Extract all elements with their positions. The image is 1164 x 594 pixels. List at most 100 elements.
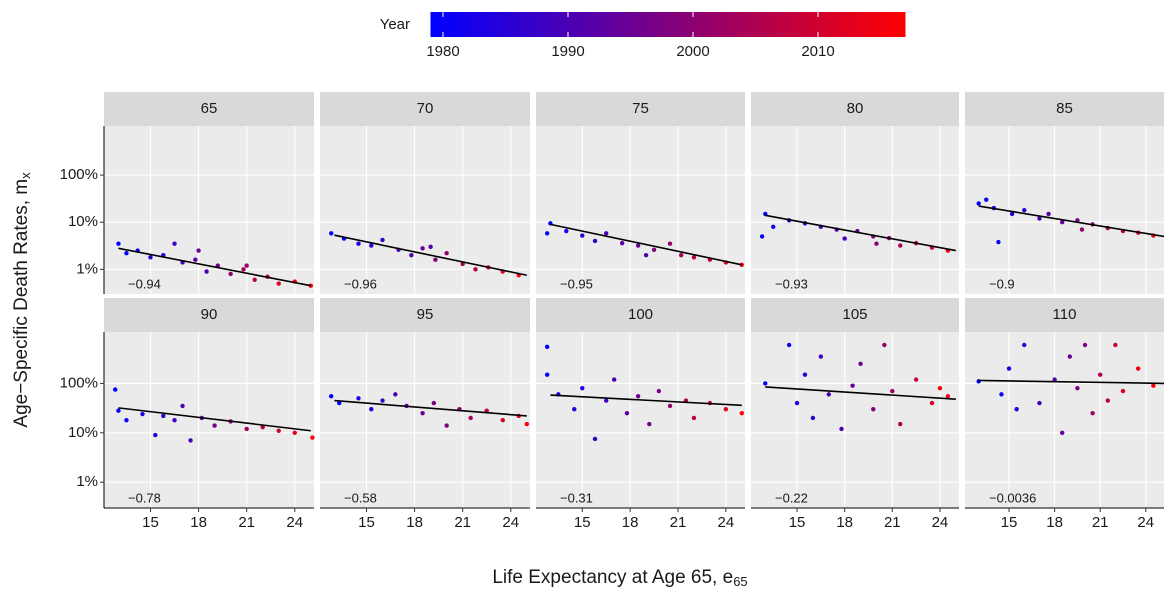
correlation-label: −0.0036 — [989, 490, 1036, 505]
data-point — [580, 233, 585, 238]
data-point — [204, 269, 209, 274]
facet: −0.96 — [320, 126, 530, 294]
x-tick-label: 24 — [1137, 514, 1154, 531]
fit-line — [978, 205, 1164, 238]
x-tick-label: 18 — [836, 514, 853, 531]
data-point — [647, 421, 652, 427]
data-point — [826, 392, 832, 397]
x-tick-label: 24 — [932, 514, 949, 531]
data-point — [802, 372, 808, 377]
data-point — [380, 237, 385, 243]
data-point — [433, 257, 438, 262]
data-point — [260, 424, 265, 430]
data-point — [148, 255, 153, 260]
data-point — [1090, 410, 1095, 416]
data-point — [1037, 216, 1042, 221]
data-point — [1151, 383, 1156, 388]
data-point — [635, 243, 641, 248]
data-point — [172, 241, 177, 246]
data-point — [691, 255, 697, 260]
data-point — [276, 281, 281, 286]
data-point — [329, 394, 334, 399]
data-point — [763, 381, 768, 386]
data-point — [619, 240, 625, 246]
data-point — [1014, 407, 1019, 412]
data-point — [369, 243, 374, 248]
data-point — [976, 201, 981, 206]
y-tick-label: 100% — [60, 166, 98, 183]
facet-label: 110 — [1053, 306, 1077, 323]
data-point — [188, 438, 193, 443]
facet-label: 80 — [847, 100, 864, 117]
data-point — [839, 426, 844, 432]
facet-label: 105 — [842, 306, 867, 323]
data-point — [945, 394, 951, 399]
x-tick-label: 18 — [406, 514, 423, 531]
data-point — [180, 403, 185, 409]
data-point — [544, 372, 550, 377]
data-point — [890, 388, 895, 394]
data-point — [1082, 342, 1088, 348]
facet-strip — [965, 92, 1164, 126]
data-point — [794, 400, 800, 406]
data-point — [241, 267, 246, 272]
data-point — [524, 421, 529, 427]
y-tick-label: 1% — [76, 473, 98, 490]
correlation-label: −0.94 — [128, 276, 161, 291]
data-point — [691, 415, 697, 421]
facet-strip — [751, 92, 959, 126]
y-tick-label: 1% — [76, 260, 98, 277]
facet-label: 90 — [201, 306, 218, 323]
data-point — [564, 228, 569, 234]
data-point — [420, 246, 425, 251]
correlation-label: −0.95 — [560, 276, 593, 291]
y-tick-label: 100% — [60, 374, 98, 391]
data-point — [337, 400, 342, 406]
data-point — [1046, 211, 1051, 217]
data-point — [984, 197, 989, 202]
panel-background — [965, 332, 1164, 508]
data-point — [929, 400, 935, 406]
correlation-label: −0.31 — [560, 490, 593, 505]
facet-strip — [751, 298, 959, 332]
facet-strip — [104, 298, 314, 332]
data-point — [667, 241, 673, 246]
data-point — [1113, 342, 1118, 348]
x-tick-label: 18 — [1046, 514, 1063, 531]
data-point — [580, 386, 585, 391]
data-point — [667, 403, 673, 409]
data-point — [113, 387, 118, 392]
facet: −0.94 — [104, 126, 314, 294]
data-point — [999, 392, 1004, 397]
data-point — [1006, 366, 1012, 371]
data-point — [1009, 211, 1015, 217]
data-point — [810, 415, 816, 421]
data-point — [1120, 388, 1126, 394]
data-point — [428, 244, 433, 250]
x-tick-label: 18 — [190, 514, 207, 531]
data-point — [124, 251, 129, 256]
data-point — [1067, 354, 1073, 359]
data-point — [818, 354, 824, 359]
data-point — [611, 377, 617, 382]
facet-label: 75 — [632, 100, 649, 117]
facet-strip — [320, 92, 530, 126]
data-point — [172, 417, 177, 423]
y-tick-label: 10% — [68, 213, 98, 230]
panel-background — [104, 126, 314, 294]
data-point — [409, 252, 414, 258]
panel-background — [751, 332, 959, 508]
fit-line — [334, 234, 527, 277]
data-point — [771, 224, 776, 229]
data-point — [635, 394, 641, 399]
data-point — [444, 423, 449, 428]
colorbar-tick-label: 1980 — [426, 43, 459, 60]
x-tick-label: 21 — [884, 514, 901, 531]
data-point — [1052, 377, 1057, 382]
data-point — [356, 396, 361, 401]
x-tick-label: 15 — [789, 514, 806, 531]
facet: −0.93 — [751, 126, 959, 294]
data-point — [913, 377, 919, 382]
data-point — [759, 234, 765, 239]
data-point — [723, 407, 729, 412]
